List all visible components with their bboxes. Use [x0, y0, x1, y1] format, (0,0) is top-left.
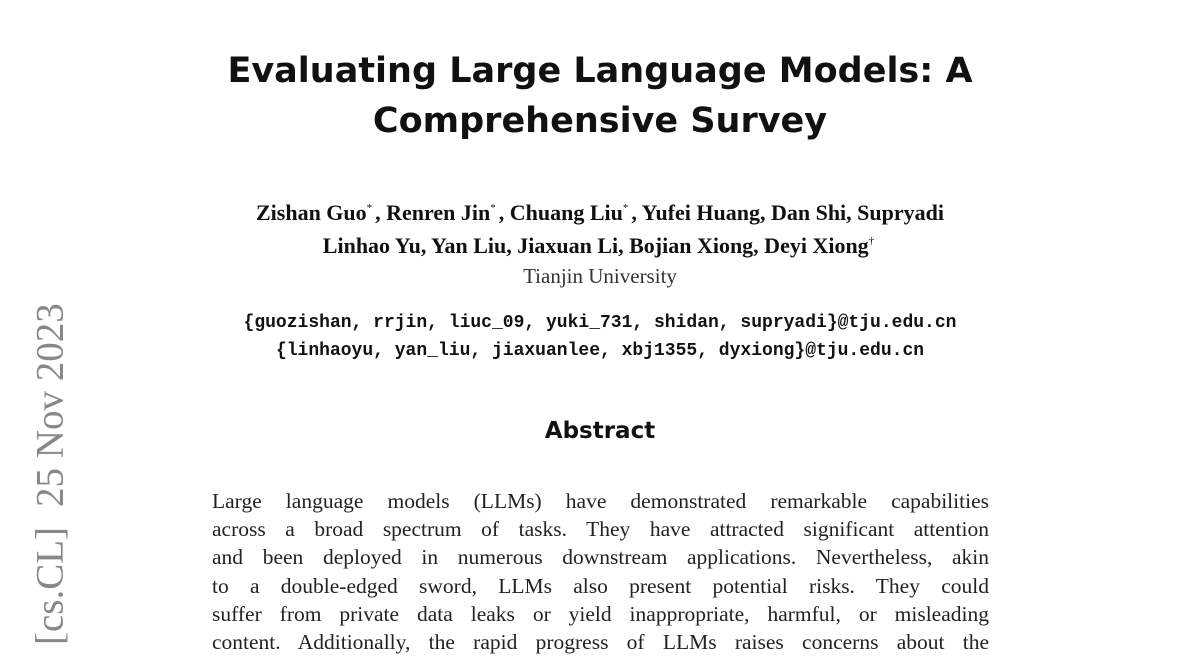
author-mark: † — [868, 235, 875, 247]
author-name: , Chuang Liu — [498, 200, 623, 225]
abstract-line: across a broad spectrum of tasks. They h… — [212, 517, 989, 542]
author-name: , Yufei Huang, Dan Shi, Supryadi — [631, 200, 944, 225]
abstract-line: suffer from private data leaks or yield … — [212, 601, 989, 626]
author-list: Zishan Guo*, Renren Jin*, Chuang Liu*, Y… — [0, 194, 1200, 260]
email-line: {linhaoyu, yan_liu, jiaxuanlee, xbj1355,… — [275, 341, 925, 361]
abstract-body: Large language models (LLMs) have demons… — [212, 487, 989, 656]
abstract-line: and been deployed in numerous downstream… — [212, 545, 989, 570]
abstract-line: Large language models (LLMs) have demons… — [212, 489, 989, 513]
author-mark: * — [366, 202, 373, 214]
author-name: , Renren Jin — [375, 200, 491, 225]
author-mark: * — [490, 202, 496, 214]
abstract-line: to a double-edged sword, LLMs also prese… — [212, 573, 989, 598]
title-line: Comprehensive Survey — [372, 101, 828, 141]
author-line: Zishan Guo*, Renren Jin*, Chuang Liu*, Y… — [0, 194, 1200, 227]
affiliation: Tianjin University — [523, 264, 677, 288]
email-line: {guozishan, rrjin, liuc_09, yuki_731, sh… — [243, 313, 957, 333]
author-name: Linhao Yu, Yan Liu, Jiaxuan Li, Bojian X… — [322, 233, 869, 258]
paper-title: Evaluating Large Language Models: A Compr… — [0, 46, 1200, 146]
abstract-line: content. Additionally, the rapid progres… — [212, 629, 989, 654]
email-list: {guozishan, rrjin, liuc_09, yuki_731, sh… — [0, 309, 1200, 365]
author-line: Linhao Yu, Yan Liu, Jiaxuan Li, Bojian X… — [0, 227, 1200, 260]
arxiv-category: [cs.CL] — [28, 526, 72, 645]
title-line: Evaluating Large Language Models: A — [227, 51, 973, 91]
author-name: Zishan Guo — [255, 200, 367, 225]
author-mark: * — [622, 202, 629, 214]
abstract-heading: Abstract — [544, 418, 656, 444]
